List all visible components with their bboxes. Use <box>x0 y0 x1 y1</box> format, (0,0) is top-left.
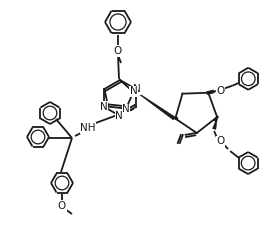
Text: N: N <box>115 111 123 121</box>
Text: N: N <box>99 102 107 112</box>
Text: O: O <box>216 86 225 96</box>
Text: NH: NH <box>80 123 96 133</box>
Text: N: N <box>130 86 137 96</box>
Text: O: O <box>58 201 66 211</box>
Text: O: O <box>216 136 224 146</box>
Polygon shape <box>136 92 175 120</box>
Polygon shape <box>213 118 218 130</box>
Text: N: N <box>122 104 130 115</box>
Text: O: O <box>114 46 122 56</box>
Text: N: N <box>133 84 141 94</box>
